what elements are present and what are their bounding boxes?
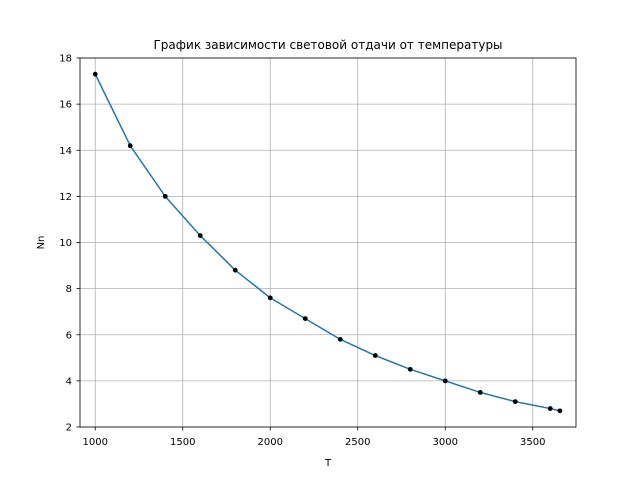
data-point bbox=[547, 406, 553, 411]
x-tick-label: 1500 bbox=[170, 437, 195, 448]
data-point bbox=[162, 193, 168, 199]
data-point bbox=[92, 71, 98, 77]
y-tick-label: 8 bbox=[66, 284, 72, 295]
data-point bbox=[442, 378, 448, 384]
y-axis-label: Nn bbox=[36, 236, 47, 250]
data-point bbox=[127, 143, 133, 149]
y-tick-label: 10 bbox=[59, 238, 72, 249]
data-point bbox=[267, 295, 273, 301]
data-point bbox=[372, 353, 378, 358]
series-layer bbox=[92, 71, 563, 414]
tick-layer: 1000 1500 2000 2500 3000 3500 2 4 6 8 10 12 14 16 18 bbox=[59, 54, 545, 449]
y-tick-label: 16 bbox=[59, 100, 72, 111]
y-tick-label: 12 bbox=[59, 192, 72, 203]
chart-title: График зависимости световой отдачи от те… bbox=[153, 38, 502, 52]
data-point bbox=[407, 366, 413, 372]
y-tick-label: 2 bbox=[66, 423, 72, 434]
x-tick-label: 1000 bbox=[82, 437, 107, 448]
data-point bbox=[477, 390, 483, 395]
data-point bbox=[197, 233, 203, 238]
x-tick-label: 2500 bbox=[345, 437, 370, 448]
x-axis-label: T bbox=[324, 458, 332, 469]
data-point bbox=[302, 316, 308, 322]
data-point bbox=[512, 399, 518, 405]
data-point bbox=[337, 336, 343, 342]
x-tick-label: 2000 bbox=[258, 437, 283, 448]
y-tick-label: 14 bbox=[59, 146, 72, 157]
y-tick-label: 18 bbox=[59, 54, 72, 65]
y-tick-label: 4 bbox=[66, 376, 72, 387]
x-tick-label: 3000 bbox=[433, 437, 458, 448]
data-point bbox=[232, 267, 238, 273]
data-point bbox=[557, 408, 563, 414]
x-tick-label: 3500 bbox=[520, 437, 545, 448]
y-tick-label: 6 bbox=[66, 330, 72, 341]
